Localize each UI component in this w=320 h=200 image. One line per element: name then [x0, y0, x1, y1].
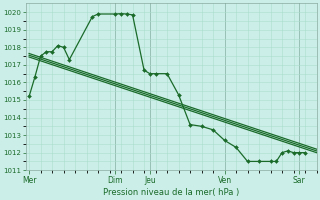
X-axis label: Pression niveau de la mer( hPa ): Pression niveau de la mer( hPa )	[103, 188, 239, 197]
